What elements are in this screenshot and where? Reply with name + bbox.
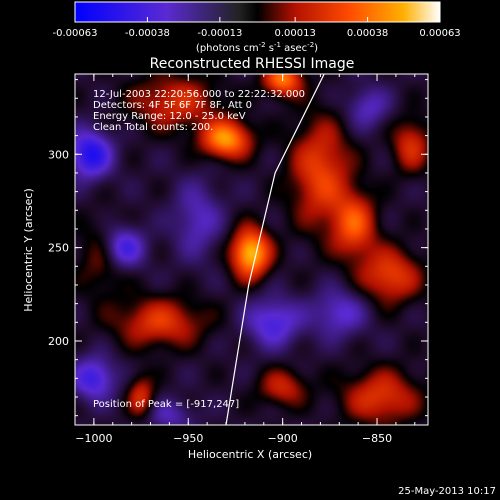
colorbar bbox=[74, 1, 441, 23]
annotation-energy: Energy Range: 12.0 - 25.0 keV bbox=[93, 111, 246, 122]
colorbar-tick-label: 0.00063 bbox=[419, 28, 460, 39]
solar-limb-line bbox=[225, 74, 325, 425]
x-tick-label: −900 bbox=[268, 432, 298, 445]
y-axis-label: Heliocentric Y (arcsec) bbox=[22, 188, 35, 312]
x-tick-label: −950 bbox=[173, 432, 203, 445]
heatmap-image bbox=[75, 74, 428, 425]
colorbar-ticks bbox=[74, 17, 441, 22]
colorbar-tick-label: 0.00038 bbox=[347, 28, 388, 39]
colorbar-tick-label: -0.00013 bbox=[197, 28, 242, 39]
annotation-detectors: Detectors: 4F 5F 6F 7F 8F, Att 0 bbox=[93, 100, 252, 111]
annotation-time: 12-Jul-2003 22:20:56.000 to 22:22:32.000 bbox=[93, 89, 305, 100]
footer-date: 25-May-2013 10:17 bbox=[398, 486, 496, 497]
peak-position-label: Position of Peak = [-917,247] bbox=[93, 399, 239, 410]
colorbar-tick-labels: -0.00063 -0.00038 -0.00013 0.00013 0.00038 0.… bbox=[53, 28, 461, 39]
x-axis: −1000 −950 −900 −850 bbox=[75, 74, 416, 445]
annotation-clean: Clean Total counts: 200. bbox=[93, 122, 213, 133]
y-axis: 200 250 300 bbox=[48, 79, 428, 417]
y-tick-label: 250 bbox=[48, 242, 69, 255]
y-tick-label: 200 bbox=[48, 335, 69, 348]
annotation-block: 12-Jul-2003 22:20:56.000 to 22:22:32.000… bbox=[93, 89, 305, 410]
colorbar-unit: (photons cm-2 s-1 asec-2) bbox=[196, 41, 318, 54]
x-axis-label: Heliocentric X (arcsec) bbox=[188, 448, 312, 461]
colorbar-tick-label: -0.00038 bbox=[125, 28, 170, 39]
chart-title: Reconstructed RHESSI Image bbox=[150, 56, 355, 72]
colorbar-tick-label: -0.00063 bbox=[53, 28, 98, 39]
colorbar-tick-label: 0.00013 bbox=[274, 28, 315, 39]
x-tick-label: −1000 bbox=[75, 432, 112, 445]
x-tick-label: −850 bbox=[362, 432, 392, 445]
y-tick-label: 300 bbox=[48, 148, 69, 161]
plot-frame bbox=[74, 73, 429, 426]
